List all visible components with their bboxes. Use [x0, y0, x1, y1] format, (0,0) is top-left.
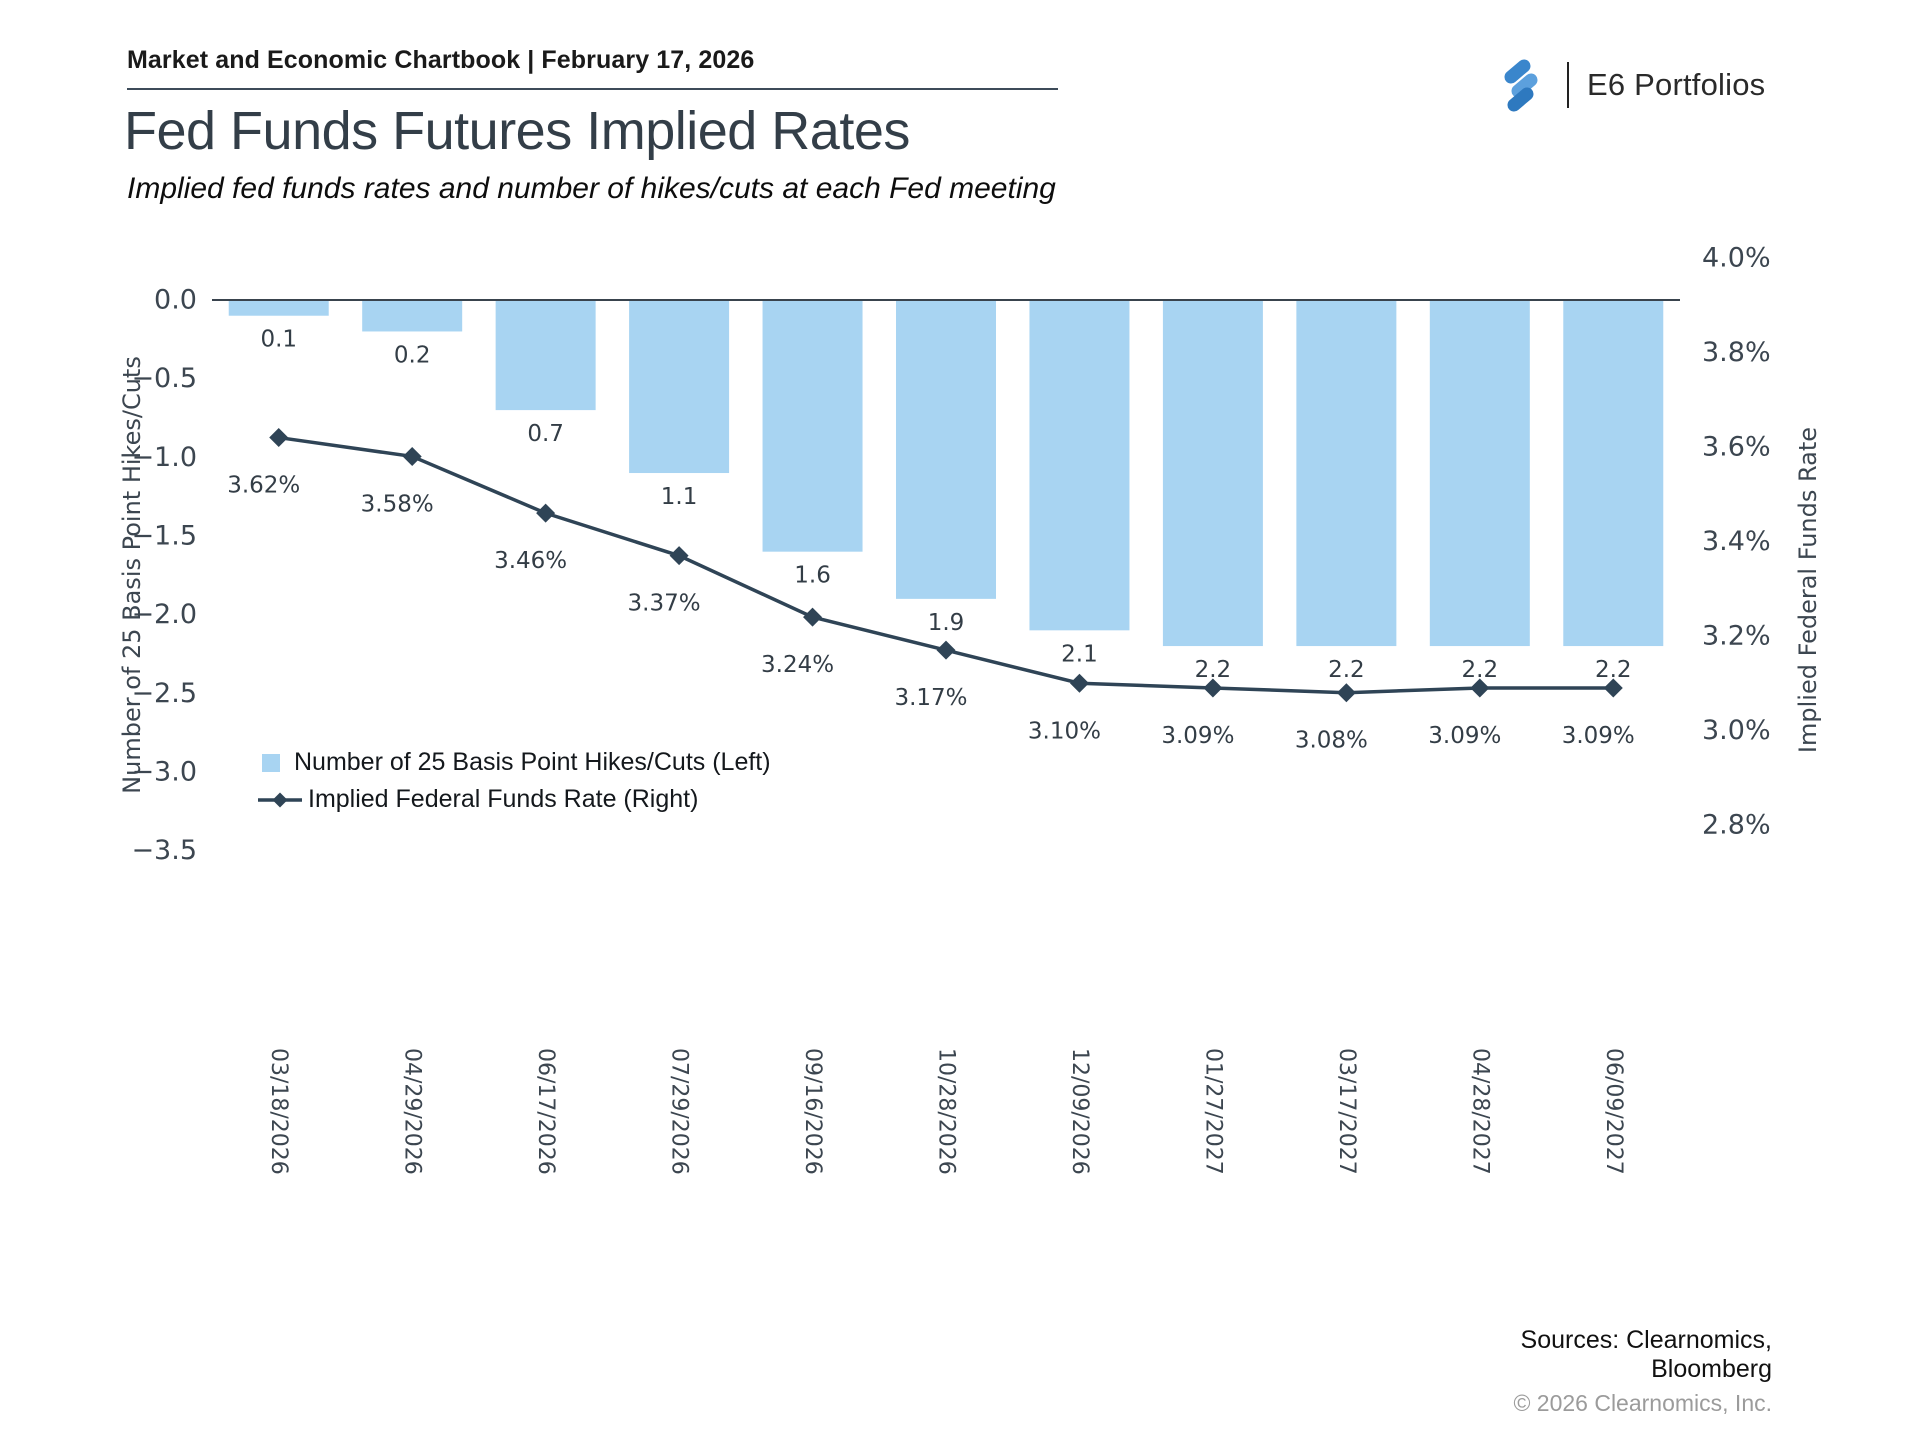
rate-marker [1603, 678, 1623, 698]
left-axis-tick-label: −2.5 [131, 678, 197, 709]
bar [1162, 300, 1263, 647]
right-axis-tick-label: 2.8% [1702, 810, 1771, 841]
x-tick-label: 09/16/2026 [800, 1048, 825, 1175]
x-tick-label: 06/17/2026 [533, 1048, 558, 1175]
left-axis-tick-label: −0.5 [131, 363, 197, 394]
left-axis-tick-label: −1.0 [131, 442, 197, 473]
rate-value-label: 3.17% [894, 685, 967, 711]
bar [1429, 300, 1530, 647]
rate-value-label: 3.09% [1161, 723, 1234, 749]
footer-sources-line1: Sources: Clearnomics, [1520, 1326, 1772, 1354]
rate-value-label: 3.08% [1295, 728, 1368, 754]
right-axis-tick-label: 4.0% [1702, 243, 1771, 274]
bar-value-label: 2.2 [1328, 657, 1365, 683]
rate-marker [1470, 678, 1490, 698]
rate-marker [1336, 683, 1356, 703]
legend-item-bars: Number of 25 Basis Point Hikes/Cuts (Lef… [258, 744, 771, 781]
left-axis-tick-label: 0.0 [154, 285, 197, 316]
legend-line-swatch-icon [258, 792, 302, 807]
page-subtitle: Implied fed funds rates and number of hi… [127, 172, 1056, 205]
right-axis-tick-label: 3.2% [1702, 621, 1771, 652]
chartbook-header: Market and Economic Chartbook | February… [127, 46, 755, 74]
x-tick-label: 04/28/2027 [1467, 1048, 1492, 1175]
rate-value-label: 3.58% [361, 491, 434, 517]
bar [1563, 300, 1664, 647]
brand-logo-icon [1504, 59, 1538, 112]
logo-divider [1567, 62, 1569, 108]
bar-value-label: 1.9 [928, 610, 965, 636]
x-tick-label: 04/29/2026 [400, 1048, 425, 1175]
bar [896, 300, 996, 599]
bar-value-label: 1.6 [794, 563, 831, 589]
rate-marker [1069, 673, 1089, 693]
bar-value-label: 1.1 [661, 484, 698, 510]
rate-marker [269, 428, 289, 448]
bar-value-label: 0.7 [527, 421, 564, 447]
bar [762, 300, 863, 552]
rate-value-label: 3.09% [1428, 723, 1501, 749]
bar [495, 300, 596, 411]
bar-value-label: 2.1 [1061, 641, 1098, 667]
legend-bar-label: Number of 25 Basis Point Hikes/Cuts (Lef… [294, 748, 771, 776]
legend-bar-swatch-icon [262, 753, 280, 772]
rate-value-label: 3.46% [494, 548, 567, 574]
left-axis-tick-label: −1.5 [131, 520, 197, 551]
x-tick-label: 03/18/2026 [266, 1048, 291, 1175]
rate-value-label: 3.10% [1028, 718, 1101, 744]
footer-copyright: © 2026 Clearnomics, Inc. [1513, 1390, 1772, 1416]
brand-name: E6 Portfolios [1587, 67, 1766, 102]
right-axis-tick-label: 3.0% [1702, 715, 1771, 746]
left-axis-tick-label: −2.0 [131, 599, 197, 630]
rate-marker [536, 503, 556, 523]
left-axis-tick-label: −3.5 [131, 835, 197, 866]
rate-value-label: 3.24% [761, 652, 834, 678]
legend-line-label: Implied Federal Funds Rate (Right) [308, 785, 699, 813]
bar [629, 300, 730, 474]
rate-marker [1203, 678, 1223, 698]
x-tick-label: 07/29/2026 [667, 1048, 692, 1175]
right-axis-title: Implied Federal Funds Rate [1794, 427, 1822, 753]
legend-item-line: Implied Federal Funds Rate (Right) [258, 781, 771, 818]
page-title: Fed Funds Futures Implied Rates [124, 101, 910, 161]
x-tick-label: 01/27/2027 [1200, 1048, 1225, 1175]
rate-value-label: 3.37% [628, 591, 701, 617]
header-divider-rule [127, 88, 1058, 90]
rate-marker [402, 446, 422, 466]
x-tick-label: 10/28/2026 [934, 1048, 959, 1175]
footer-sources: Sources: Clearnomics, Bloomberg [1513, 1326, 1772, 1384]
bar-value-label: 0.1 [260, 327, 297, 353]
rate-marker [936, 640, 956, 660]
bar [1029, 300, 1130, 631]
rate-marker [803, 607, 823, 627]
right-axis-tick-label: 3.4% [1702, 526, 1771, 557]
bar [362, 300, 463, 332]
rate-value-label: 3.09% [1562, 723, 1635, 749]
right-axis-tick-label: 3.8% [1702, 337, 1771, 368]
rate-value-label: 3.62% [227, 473, 300, 499]
chart-legend: Number of 25 Basis Point Hikes/Cuts (Lef… [258, 744, 771, 818]
right-axis-tick-label: 3.6% [1702, 432, 1771, 463]
brand-logo: E6 Portfolios [1497, 56, 1765, 114]
bar [228, 300, 329, 316]
x-tick-label: 12/09/2026 [1067, 1048, 1092, 1175]
bar-value-label: 0.2 [394, 342, 431, 368]
footer: Sources: Clearnomics, Bloomberg © 2026 C… [1513, 1326, 1772, 1417]
left-axis-title: Number of 25 Basis Point Hikes/Cuts [118, 356, 146, 794]
x-tick-label: 03/17/2027 [1334, 1048, 1359, 1175]
footer-sources-line2: Bloomberg [1651, 1355, 1772, 1383]
rate-marker [669, 546, 689, 566]
x-tick-label: 06/09/2027 [1601, 1048, 1626, 1175]
bar [1296, 300, 1397, 647]
left-axis-tick-label: −3.0 [131, 756, 197, 787]
